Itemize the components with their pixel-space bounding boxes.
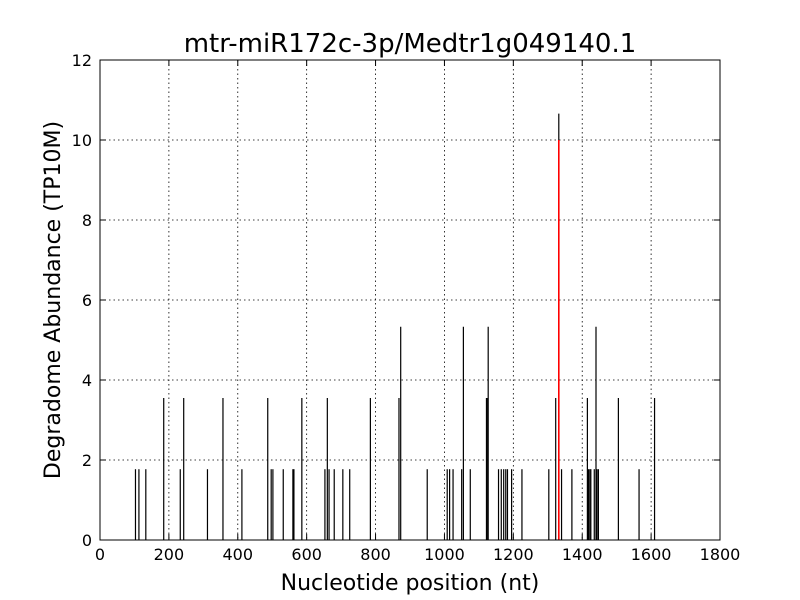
bars [134,113,656,540]
x-tick-label: 800 [360,545,391,564]
y-tick-label: 12 [72,51,92,70]
grid-lines [100,60,720,540]
chart-title: mtr-miR172c-3p/Medtr1g049140.1 [184,29,637,59]
y-tick-label: 4 [82,371,92,390]
y-axis-label: Degradome Abundance (TP10M) [41,121,66,479]
x-axis-label: Nucleotide position (nt) [281,571,540,596]
x-tick-label: 0 [95,545,105,564]
x-tick-label: 600 [291,545,322,564]
y-tick-label: 6 [82,291,92,310]
x-tick-label: 1200 [493,545,534,564]
y-tick-label: 10 [72,131,92,150]
y-tick-label: 0 [82,531,92,550]
x-tick-label: 1000 [424,545,465,564]
y-tick-label: 8 [82,211,92,230]
y-tick-label: 2 [82,451,92,470]
plot-frame [99,59,721,541]
x-tick-label: 400 [223,545,254,564]
axis-ticks: 0 200 400 600 800 1000 1200 1400 1600 1800 0 2 4 6 8 10… [72,51,741,564]
x-tick-label: 1600 [631,545,672,564]
x-tick-label: 1800 [700,545,741,564]
x-tick-label: 1400 [562,545,603,564]
x-tick-label: 200 [154,545,185,564]
